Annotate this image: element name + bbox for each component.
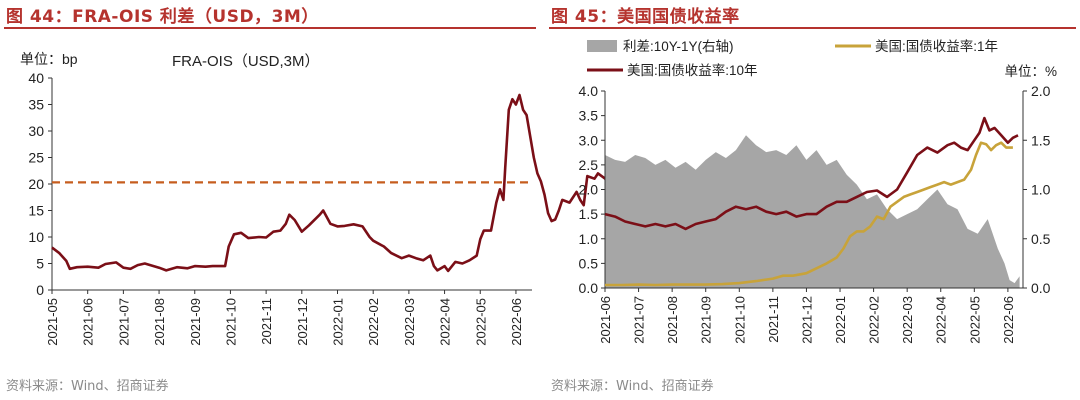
x-tick-label: 2021-07: [632, 296, 647, 344]
y-tick-label-left: 0.0: [579, 280, 599, 296]
fra-ois-chart: 单位：bp FRA-OIS（USD,3M） 0 5 10 15 20 25 30 35 40 2021…: [20, 51, 744, 346]
x-tick-label: 2021-12: [295, 298, 310, 346]
x-tick-label: 2021-09: [699, 296, 714, 344]
legend-label-1y: 美国:国债收益率:1年: [875, 38, 998, 54]
y-tick-label: 15: [28, 203, 44, 219]
chart-title: 图 44：FRA-OIS 利差（USD，3M）: [6, 7, 319, 27]
x-tick-label: 2021-06: [598, 296, 613, 344]
chart-panel-fra-ois: 图 44：FRA-OIS 利差（USD，3M） 单位：bp FRA-OIS（USD…: [4, 7, 744, 394]
x-tick-label: 2022-01: [331, 298, 346, 346]
y-tick-label: 25: [28, 150, 44, 166]
legend-swatch-spread: [587, 40, 617, 52]
x-tick-label: 2021-07: [116, 298, 131, 346]
x-tick-label: 2021-09: [188, 298, 203, 346]
y-tick-label: 30: [28, 123, 44, 139]
x-tick-label: 2021-11: [766, 296, 781, 343]
y-tick-label-left: 3.0: [579, 132, 599, 148]
y-tick-label-left: 2.5: [579, 157, 599, 173]
y-tick-label: 35: [28, 97, 44, 113]
x-tick-label: 2021-10: [223, 298, 238, 346]
unit-label: 单位：bp: [20, 51, 78, 67]
x-tick-label: 2021-05: [45, 298, 60, 346]
x-tick-label: 2022-04: [934, 296, 949, 344]
unit-label: 单位：%: [1004, 64, 1057, 79]
y-tick-label-left: 1.5: [579, 206, 599, 222]
x-tick-label: 2022-05: [473, 298, 488, 346]
spread-area: [605, 135, 1020, 288]
y-tick-label-right: 1.0: [1031, 182, 1051, 198]
x-tick-label: 2022-06: [509, 298, 524, 346]
y-tick-label-left: 2.0: [579, 182, 599, 198]
chart-panel-us-treasury: 图 45：美国国债收益率 利差:10Y-1Y(右轴) 美国:国债收益率:1年美国:…: [545, 0, 1080, 400]
x-tick-label: 2021-10: [732, 296, 747, 344]
y-tick-label-right: 1.5: [1031, 132, 1051, 148]
inner-title: FRA-OIS（USD,3M）: [172, 53, 320, 70]
y-tick-label: 10: [28, 229, 44, 245]
y-tick-label-left: 4.0: [579, 83, 599, 99]
y-tick-label-right: 2.0: [1031, 83, 1051, 99]
x-tick-label: 2022-03: [900, 296, 915, 344]
legend-label-spread: 利差:10Y-1Y(右轴): [623, 39, 734, 54]
y-tick-label: 5: [36, 256, 44, 272]
x-tick-label: 2021-12: [799, 296, 814, 344]
source-note: 资料来源：Wind、招商证券: [6, 379, 169, 394]
x-tick-label: 2022-02: [366, 298, 381, 346]
chart-title: 图 45：美国国债收益率: [551, 7, 740, 27]
y-tick-label: 20: [28, 176, 44, 192]
source-note: 资料来源：Wind、招商证券: [551, 379, 714, 394]
x-tick-label: 2022-01: [833, 296, 848, 344]
y-tick-label-left: 3.5: [579, 108, 599, 124]
y-tick-label-left: 0.5: [579, 255, 599, 271]
x-tick-label: 2022-04: [438, 298, 453, 346]
y-tick-label-right: 0.5: [1031, 231, 1051, 247]
legend-label-10y: 美国:国债收益率:10年: [627, 62, 758, 78]
yield-10y-line: [604, 116, 1019, 231]
x-tick-label: 2022-02: [867, 296, 882, 344]
title-rule: [549, 27, 1076, 29]
x-tick-label: 2021-06: [81, 298, 96, 346]
x-tick-label: 2021-08: [665, 296, 680, 344]
x-tick-label: 2022-03: [402, 298, 417, 346]
x-tick-label: 2021-11: [259, 298, 274, 345]
y-tick-label-left: 1.0: [579, 231, 599, 247]
y-tick-label: 40: [28, 70, 44, 86]
yield-1y-line: [605, 141, 1013, 287]
x-tick-label: 2022-06: [1001, 296, 1016, 344]
x-tick-label: 2021-08: [152, 298, 167, 346]
x-tick-label: 2022-05: [967, 296, 982, 344]
y-tick-label: 0: [36, 282, 44, 298]
title-rule: [4, 27, 536, 29]
y-tick-label-right: 0.0: [1031, 280, 1051, 296]
